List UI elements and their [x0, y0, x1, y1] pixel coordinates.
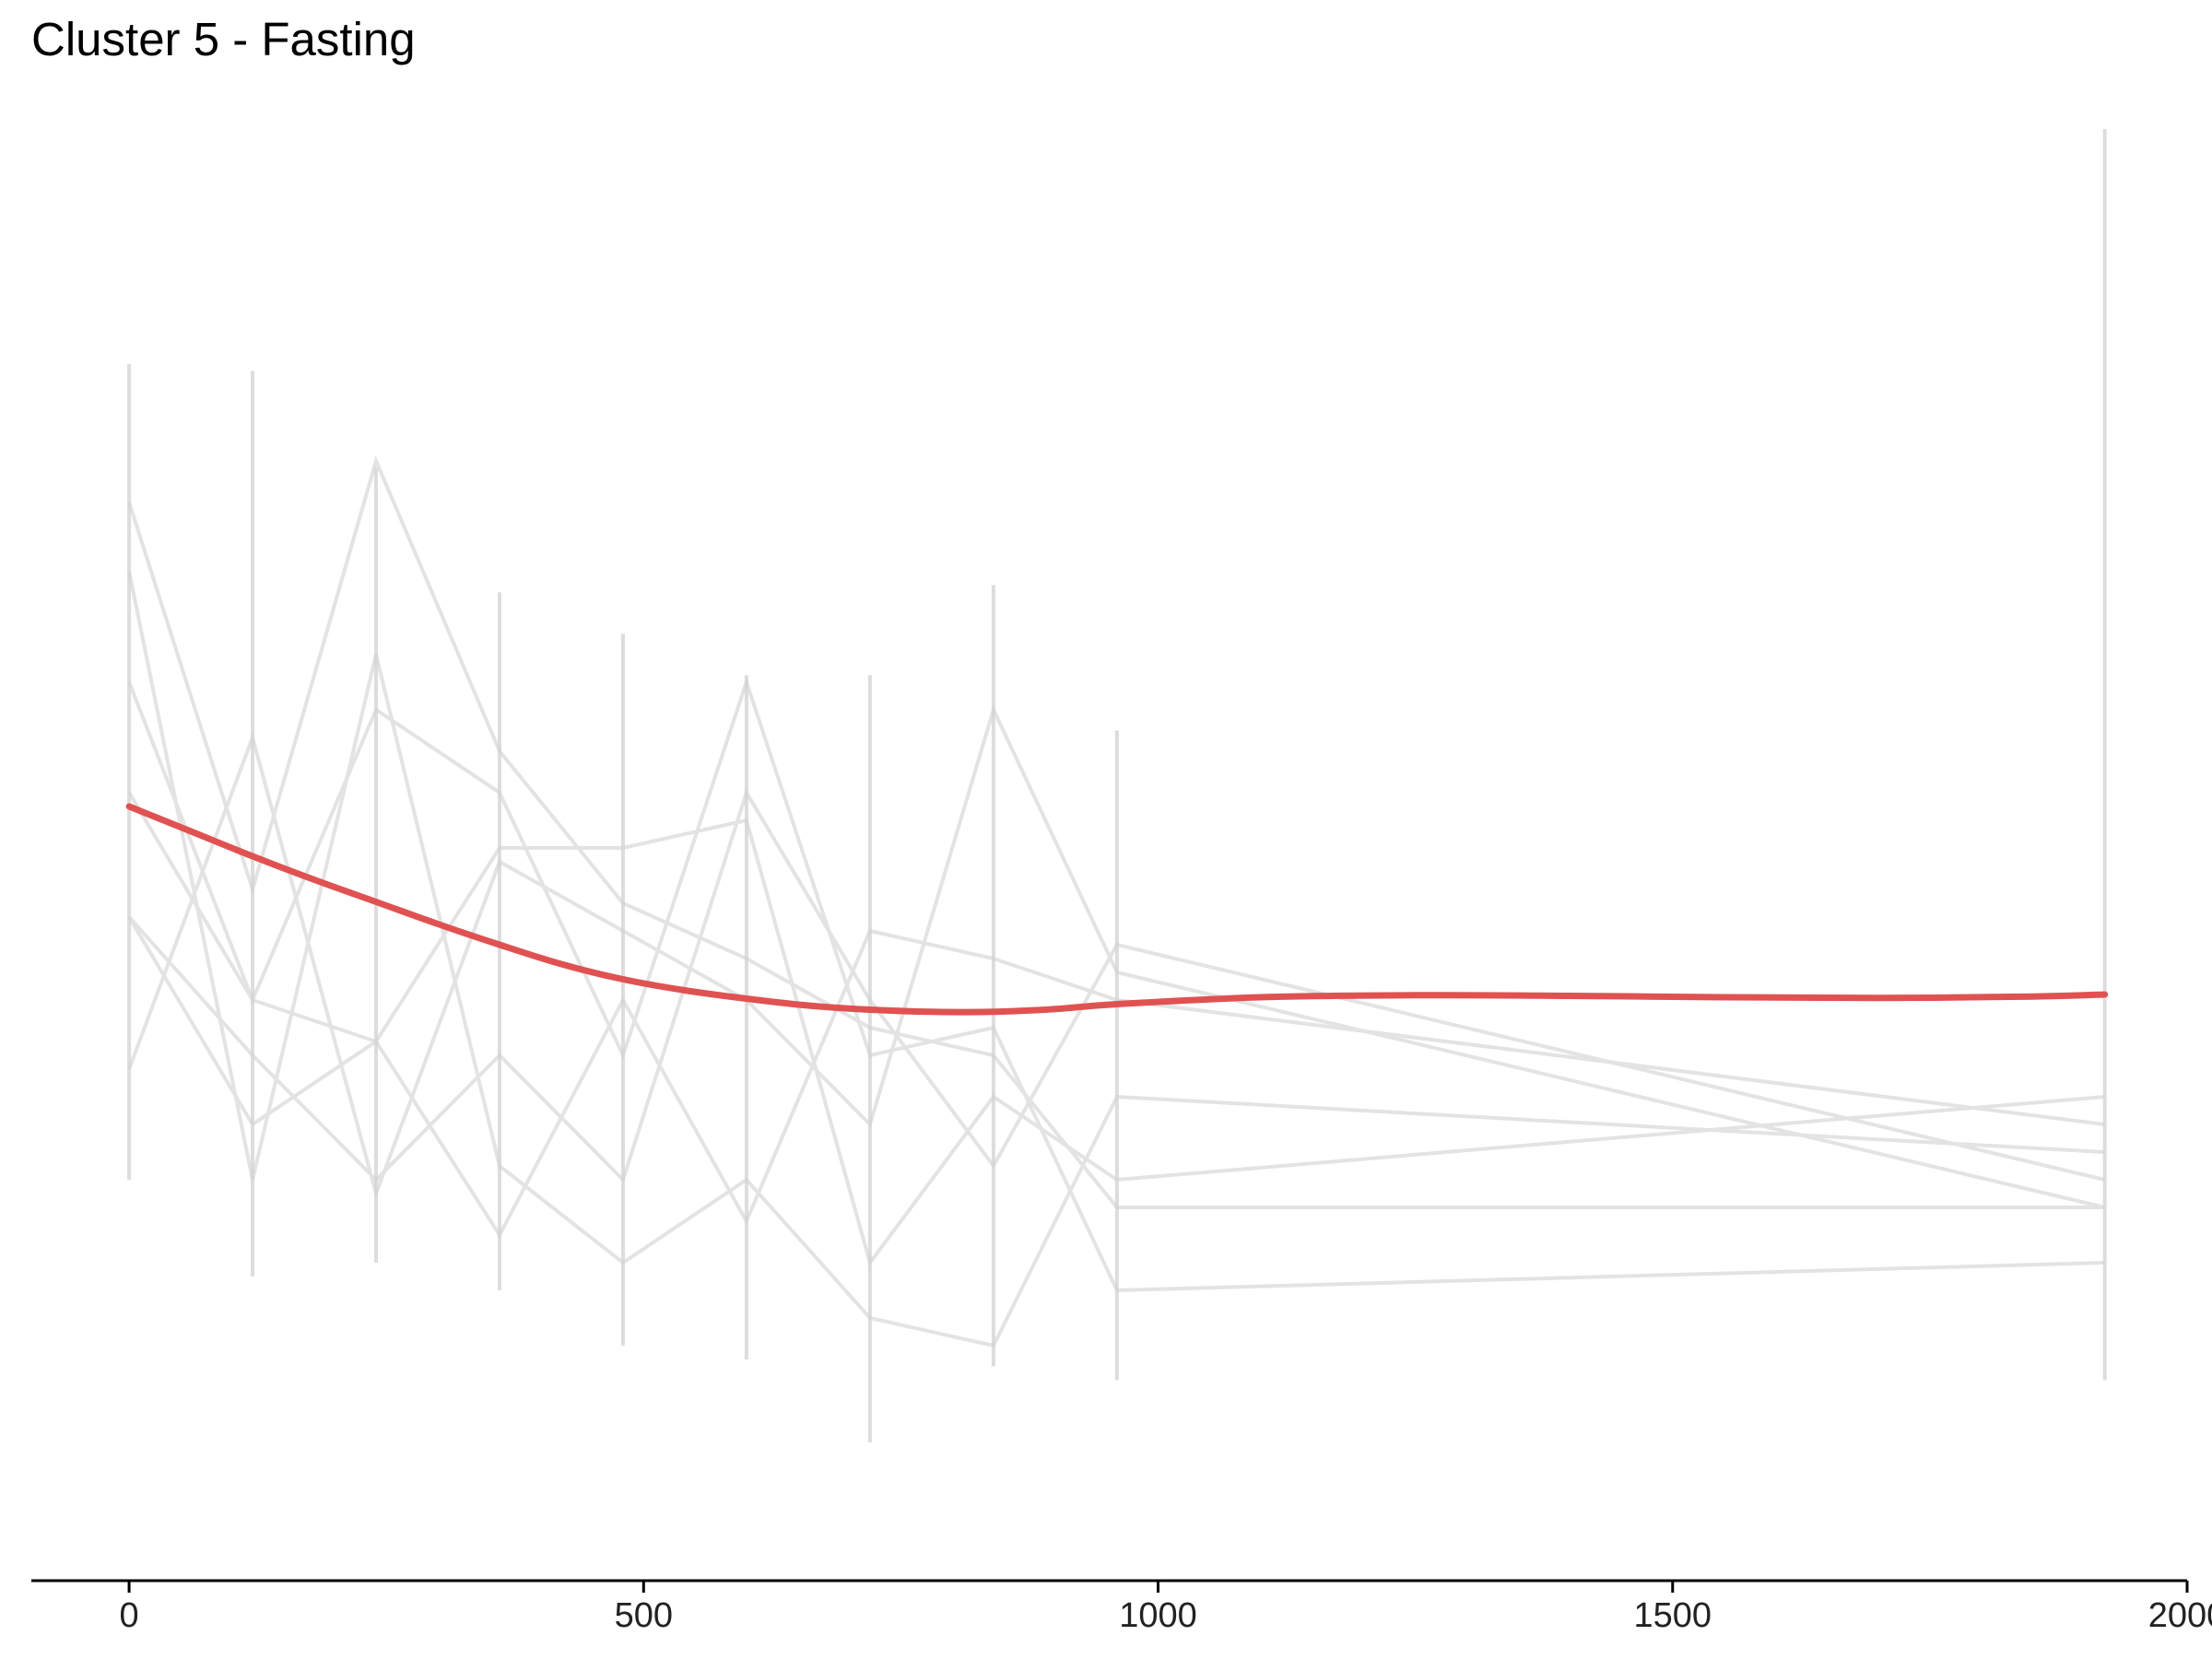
x-tick-label-1000: 1000	[1119, 1596, 1197, 1635]
x-axis: 0 500 1000 1500 2000	[31, 1579, 2212, 1635]
series-line-7	[127, 571, 2105, 1348]
x-tick-label-0: 0	[119, 1596, 138, 1635]
individual-series	[127, 455, 2106, 1348]
chart-title: Cluster 5 - Fasting	[31, 13, 416, 65]
x-tick-label-500: 500	[615, 1596, 673, 1635]
x-tick-label-2000: 2000	[2148, 1596, 2212, 1635]
series-line-6	[127, 818, 2105, 1267]
range-bars	[127, 129, 2107, 1442]
series-line-2	[127, 676, 2105, 1293]
series-line-3	[127, 704, 2106, 1209]
series-line-5	[127, 791, 2105, 1239]
x-tick-label-1500: 1500	[1633, 1596, 1712, 1635]
trend-line-group	[125, 803, 2109, 1016]
series-line-1	[127, 455, 2105, 1209]
series-line-4	[127, 788, 2106, 1183]
trend-line	[125, 803, 2109, 1016]
